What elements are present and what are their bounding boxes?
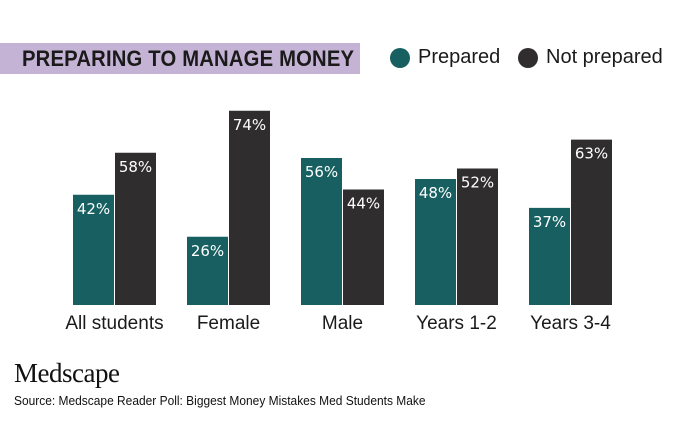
bar-prepared-all-students: [73, 194, 114, 305]
data-label-prepared-years-3-4: 37%: [533, 213, 566, 231]
legend-label-not-prepared: Not prepared: [546, 46, 663, 68]
data-label-not-prepared-years-1-2: 52%: [461, 174, 494, 192]
legend-item-prepared: Prepared: [390, 46, 500, 69]
data-label-not-prepared-female: 74%: [233, 116, 266, 134]
data-label-prepared-years-1-2: 48%: [419, 184, 452, 202]
category-label-years-3-4: Years 3-4: [530, 313, 611, 334]
bar-chart: 42% 58% All students 26% 74% Female 56% 44% Male…: [65, 110, 612, 334]
legend-item-not-prepared: Not prepared: [518, 46, 663, 69]
bar-prepared-years-1-2: [415, 179, 456, 305]
bar-not-prepared-years-3-4: [571, 139, 612, 305]
category-label-years-1-2: Years 1-2: [416, 313, 497, 334]
category-label-male: Male: [322, 313, 363, 334]
data-label-prepared-male: 56%: [305, 163, 338, 181]
bar-prepared-years-3-4: [529, 207, 570, 305]
data-label-not-prepared-male: 44%: [347, 195, 380, 213]
data-label-not-prepared-years-3-4: 63%: [575, 145, 608, 163]
bar-prepared-female: [187, 236, 228, 305]
legend-swatch-prepared: [390, 47, 410, 68]
chart-title: PREPARING TO MANAGE MONEY: [22, 45, 355, 71]
legend-swatch-not-prepared: [518, 47, 538, 68]
bar-not-prepared-male: [343, 189, 384, 305]
chart-title-banner: PREPARING TO MANAGE MONEY: [0, 43, 360, 74]
legend-label-prepared: Prepared: [418, 46, 501, 68]
data-label-prepared-all-students: 42%: [77, 200, 110, 218]
bar-prepared-male: [301, 158, 342, 305]
medscape-logo: Medscape: [14, 358, 120, 388]
data-label-not-prepared-all-students: 58%: [119, 158, 152, 176]
data-label-prepared-female: 26%: [191, 242, 224, 260]
category-label-all-students: All students: [65, 313, 163, 334]
source-note: Source: Medscape Reader Poll: Biggest Mo…: [14, 393, 426, 408]
bar-not-prepared-female: [229, 110, 270, 305]
category-label-female: Female: [197, 313, 260, 334]
bar-not-prepared-all-students: [115, 152, 156, 305]
bar-not-prepared-years-1-2: [457, 168, 498, 305]
